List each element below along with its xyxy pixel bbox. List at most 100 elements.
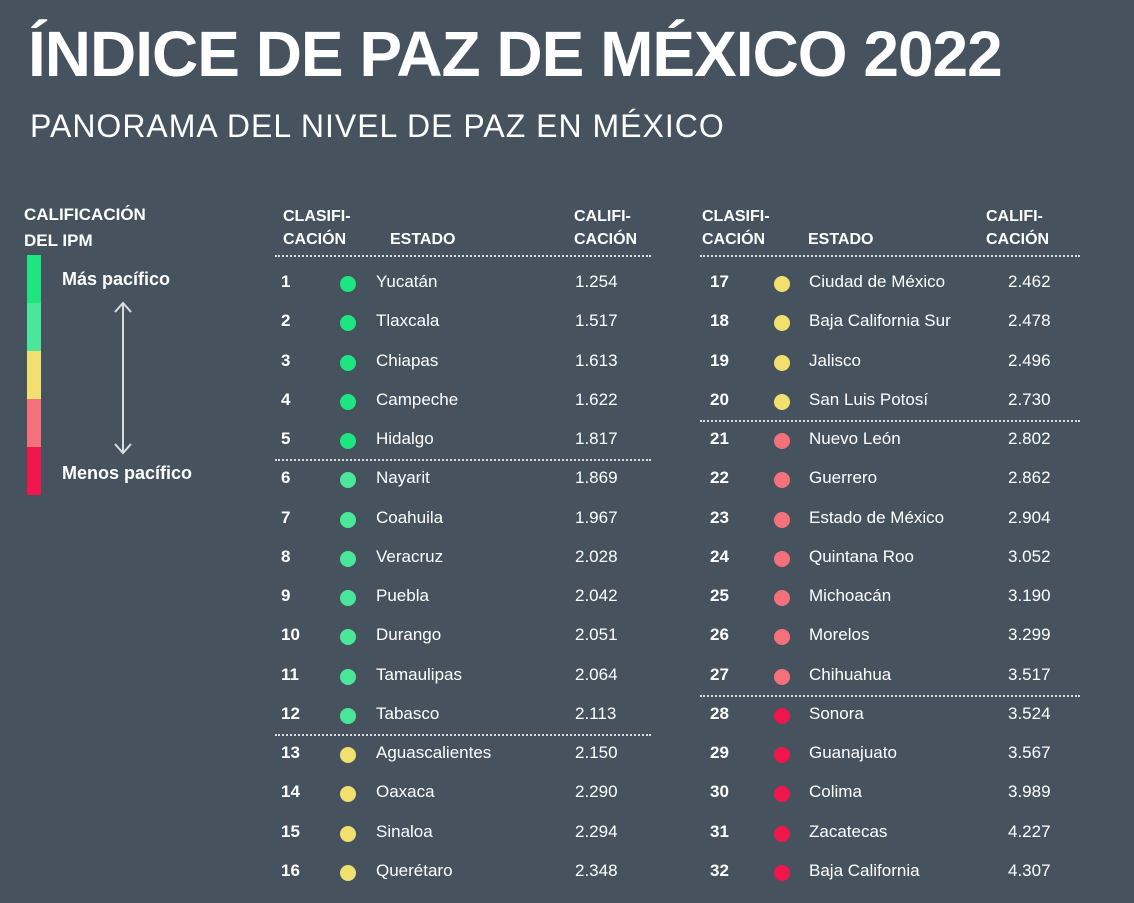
ranking-table-right: CLASIFI- CACIÓN ESTADO CALIFI- CACIÓN 17… — [700, 205, 1080, 885]
rank-cell: 24 — [710, 546, 729, 566]
table-row: 13 Aguascalientes 2.150 — [275, 735, 651, 774]
rank-column-header: CLASIFI- CACIÓN — [702, 208, 770, 248]
state-cell: Querétaro — [376, 860, 453, 880]
rank-cell: 14 — [281, 782, 300, 802]
tier-dot-icon — [774, 433, 790, 449]
state-cell: Veracruz — [376, 546, 444, 566]
rank-cell: 15 — [281, 821, 300, 841]
rank-cell: 17 — [710, 272, 729, 291]
state-cell: Nuevo León — [809, 429, 901, 448]
score-cell: 2.290 — [575, 782, 618, 802]
table-row: 2 Tlaxcala 1.517 — [275, 303, 651, 342]
state-cell: Tlaxcala — [376, 311, 440, 331]
table-row: 31 Zacatecas 4.227 — [700, 814, 1080, 853]
legend-color-segment — [27, 255, 41, 303]
rank-cell: 25 — [710, 586, 729, 605]
state-column-header: ESTADO — [390, 231, 456, 248]
ranking-table-left: CLASIFI- CACIÓN ESTADO CALIFI- CACIÓN 1 Y… — [275, 205, 651, 885]
tier-dot-icon — [340, 315, 356, 332]
score-cell: 3.567 — [1008, 743, 1051, 762]
score-cell: 3.299 — [1008, 625, 1051, 645]
state-cell: Baja California Sur — [809, 311, 951, 331]
table-row: 4 Campeche 1.622 — [275, 382, 651, 421]
state-cell: Colima — [809, 782, 862, 802]
table-row: 25 Michoacán 3.190 — [700, 578, 1080, 617]
rank-cell: 8 — [281, 546, 291, 566]
legend-color-segment — [27, 399, 41, 447]
double-arrow-icon — [114, 301, 132, 455]
rank-cell: 29 — [710, 743, 729, 762]
score-cell: 2.478 — [1008, 311, 1051, 331]
state-cell: Jalisco — [809, 350, 861, 370]
score-cell: 2.496 — [1008, 350, 1051, 370]
legend-color-segment — [27, 447, 41, 495]
table-row: 32 Baja California 4.307 — [700, 853, 1080, 892]
header-divider — [700, 255, 1080, 257]
rank-cell: 18 — [710, 311, 729, 331]
tier-dot-icon — [774, 668, 790, 685]
table-row: 26 Morelos 3.299 — [700, 617, 1080, 656]
tier-dot-icon — [774, 511, 790, 528]
tier-dot-icon — [340, 747, 356, 763]
rank-cell: 9 — [281, 586, 291, 605]
rank-cell: 6 — [281, 468, 291, 488]
state-cell: Sonora — [809, 703, 864, 723]
score-cell: 3.190 — [1008, 586, 1051, 605]
state-cell: Nayarit — [376, 468, 430, 488]
state-cell: San Luis Potosí — [809, 389, 929, 409]
rank-cell: 11 — [281, 664, 299, 684]
state-cell: Puebla — [376, 586, 429, 605]
score-cell: 2.150 — [575, 743, 618, 762]
table-row: 6 Nayarit 1.869 — [275, 460, 651, 499]
score-cell: 2.462 — [1008, 272, 1051, 291]
table-row: 29 Guanajuato 3.567 — [700, 735, 1080, 774]
rank-cell: 5 — [281, 429, 291, 448]
table-row: 16 Querétaro 2.348 — [275, 853, 651, 892]
state-cell: Ciudad de México — [809, 272, 946, 291]
state-cell: Michoacán — [809, 586, 892, 605]
table-row: 21 Nuevo León 2.802 — [700, 421, 1080, 460]
tier-dot-icon — [774, 315, 790, 332]
state-cell: Oaxaca — [376, 782, 435, 802]
tier-dot-icon — [774, 707, 790, 724]
score-cell: 2.028 — [575, 546, 618, 566]
score-cell: 1.817 — [575, 429, 618, 448]
state-cell: Estado de México — [809, 507, 945, 527]
state-cell: Hidalgo — [376, 429, 434, 448]
state-cell: Zacatecas — [809, 821, 888, 841]
table-row: 3 Chiapas 1.613 — [275, 343, 651, 382]
tier-dot-icon — [340, 590, 356, 606]
tier-dot-icon — [340, 629, 356, 646]
state-cell: Guanajuato — [809, 743, 897, 762]
page-title: ÍNDICE DE PAZ DE MÉXICO 2022 — [28, 18, 1003, 90]
rank-cell: 20 — [710, 389, 729, 409]
tier-dot-icon — [774, 825, 790, 842]
state-column-header: ESTADO — [808, 231, 874, 248]
rank-cell: 4 — [281, 389, 291, 409]
rank-cell: 16 — [281, 860, 300, 880]
table-row: 30 Colima 3.989 — [700, 774, 1080, 813]
rank-cell: 13 — [281, 743, 300, 762]
tier-dot-icon — [340, 354, 356, 371]
table-row: 20 San Luis Potosí 2.730 — [700, 382, 1080, 423]
score-cell: 2.064 — [575, 664, 618, 684]
table-row: 7 Coahuila 1.967 — [275, 500, 651, 539]
tier-dot-icon — [774, 354, 790, 371]
legend-title-line1: CALIFICACIÓN — [24, 205, 146, 224]
state-cell: Aguascalientes — [376, 743, 492, 762]
score-column-header: CALIFI- CACIÓN — [986, 208, 1050, 248]
rank-cell: 21 — [710, 429, 729, 448]
rank-cell: 31 — [710, 821, 729, 841]
table-row: 10 Durango 2.051 — [275, 617, 651, 656]
table-row: 8 Veracruz 2.028 — [275, 539, 651, 578]
tier-dot-icon — [774, 786, 790, 803]
rank-cell: 26 — [710, 625, 729, 645]
state-cell: Tabasco — [376, 703, 440, 723]
score-cell: 3.524 — [1008, 703, 1051, 723]
table-row: 11 Tamaulipas 2.064 — [275, 657, 651, 696]
score-cell: 2.348 — [575, 860, 618, 880]
rank-cell: 12 — [281, 703, 300, 723]
legend-top-label: Más pacífico — [62, 269, 171, 289]
score-cell: 1.622 — [575, 389, 618, 409]
tier-dot-icon — [774, 472, 790, 489]
